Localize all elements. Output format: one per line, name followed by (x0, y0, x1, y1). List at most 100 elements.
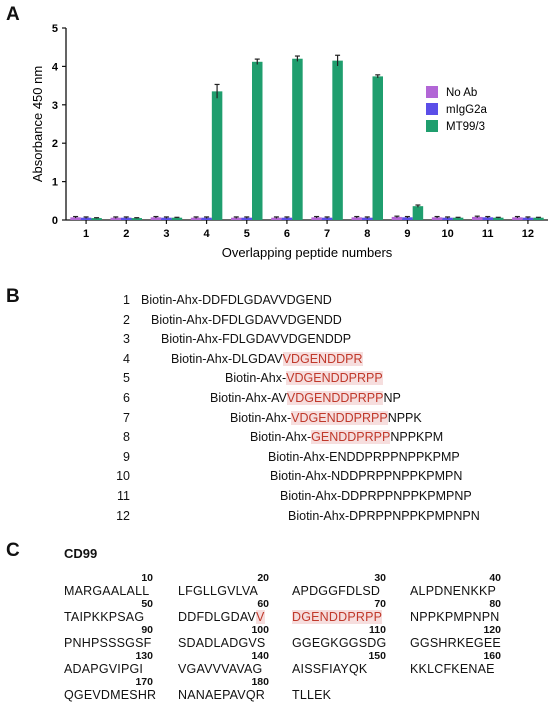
bar-no-ab (190, 217, 202, 220)
peptide-number: 1 (123, 293, 130, 307)
y-tick-label: 4 (52, 61, 59, 73)
bar-mt99-3 (412, 206, 424, 220)
peptide-tail: NPPK (387, 410, 422, 425)
sequence-block: SDADLADGVS (178, 636, 265, 650)
sequence-block: TAIPKKPSAG (64, 610, 144, 624)
legend-swatch-migg2a (426, 103, 438, 115)
peptide-number: 3 (123, 332, 130, 347)
peptide-number: 10 (116, 469, 130, 484)
bar-migg2a (442, 217, 453, 220)
peptide-red: VDGENDDPRPP (286, 371, 383, 386)
x-tick-label: 6 (284, 228, 290, 240)
peptide-black: DLGDAV (232, 351, 283, 366)
peptide-sequence: Biotin-Ahx-GENDDPRPPNPPKPM (250, 430, 443, 445)
sequence-block: ADAPGVIPGI (64, 662, 143, 676)
peptide-black: NDDPRPPNPPKPMPN (331, 469, 463, 484)
peptide-sequence: Biotin-Ahx-DPRPPNPPKPMPNPN (288, 509, 480, 523)
sequence-black: DDFDLGDAV (178, 610, 256, 624)
bar-migg2a (121, 217, 132, 220)
peptide-prefix: Biotin-Ahx- (280, 489, 342, 503)
bar-no-ab (70, 217, 81, 220)
bar-mt99-3 (372, 76, 383, 220)
residue-number: 160 (483, 650, 501, 662)
peptide-sequence: Biotin-Ahx-DLGDAVVDGENDDPR (171, 351, 363, 366)
sequence-block: APDGGFDLSD (292, 584, 380, 598)
sequence-black: PNHPSSSGSF (64, 636, 152, 650)
peptide-sequence: Biotin-Ahx-DFDLGDAVVDGENDD (151, 313, 342, 327)
y-axis-label: Absorbance 450 nm (30, 66, 45, 182)
peptide-row: 12 Biotin-Ahx-DPRPPNPPKPMPNPN (0, 509, 550, 529)
peptide-number: 12 (116, 508, 130, 523)
x-tick-label: 10 (441, 228, 453, 240)
peptide-black: DDPRPPNPPKPMPNP (341, 489, 472, 503)
sequence-black: ADAPGVIPGI (64, 662, 144, 676)
peptide-prefix: Biotin-Ahx- (288, 508, 350, 523)
bar-migg2a (402, 217, 413, 220)
sequence-epitope: V (255, 610, 265, 624)
sequence-block: VGAVVVAVAG (178, 662, 262, 676)
bar-no-ab (150, 217, 162, 220)
sequence-block: QGEVDMESHR (64, 688, 156, 702)
peptide-row: 9 Biotin-Ahx-ENDDPRPPNPPKPMP (0, 450, 550, 470)
peptide-tail: NP (383, 391, 401, 405)
sequence-block: TLLEK (292, 688, 331, 702)
sequence-black: KKLCFKENAE (410, 662, 495, 676)
bar-mt99-3 (292, 58, 303, 220)
peptide-row: 7 Biotin-Ahx-VDGENDDPRPPNPPK (0, 410, 550, 431)
bar-migg2a (321, 217, 333, 220)
residue-number: 60 (257, 598, 269, 610)
residue-number: 20 (257, 572, 269, 584)
peptide-sequence: Biotin-Ahx-NDDPRPPNPPKPMPN (270, 469, 462, 483)
residue-number: 50 (141, 598, 153, 610)
bar-migg2a (522, 217, 534, 220)
bar-no-ab (351, 217, 362, 220)
bar-migg2a (201, 217, 212, 220)
sequence-block: NPPKPMPNPN (410, 610, 500, 624)
peptide-prefix: Biotin-Ahx- (171, 351, 233, 366)
peptide-row: 8 Biotin-Ahx-GENDDPRPPNPPKPM (0, 430, 550, 450)
peptide-sequence: Biotin-Ahx-FDLGDAVVDGENDDP (161, 332, 351, 346)
sequence-block: DGENDDPRPP (292, 610, 383, 624)
legend-swatch-mt99-3 (426, 120, 438, 132)
y-tick-label: 5 (52, 23, 58, 35)
x-tick-label: 4 (204, 228, 211, 240)
peptide-sequence: Biotin-Ahx-VDGENDDPRPPNPPK (230, 410, 422, 425)
peptide-black: DDFDLGDAVVDGEND (202, 293, 332, 307)
sequence-block: GGSHRKEGEE (410, 636, 501, 650)
x-tick-label: 5 (244, 228, 250, 240)
bar-mt99-3 (493, 217, 504, 220)
sequence-block: PNHPSSSGSF (64, 636, 151, 650)
peptide-number: 11 (117, 489, 130, 503)
residue-number: 90 (141, 624, 153, 636)
sequence-black: LFGLLGVLVA (178, 584, 259, 598)
sequence-black: NPPKPMPNPN (410, 610, 500, 624)
sequence-block: DDFDLGDAVV (178, 610, 265, 624)
peptide-black: DPRPPNPPKPMPNPN (349, 508, 480, 523)
sequence-black: NANAEPAVQR (178, 688, 265, 702)
peptide-sequence: Biotin-Ahx-AVVDGENDDPRPPNP (210, 391, 401, 405)
peptide-row: 11 Biotin-Ahx-DDPRPPNPPKPMPNP (0, 489, 550, 509)
sequence-block: LFGLLGVLVA (178, 584, 258, 598)
x-tick-label: 9 (404, 228, 410, 240)
bar-no-ab (512, 217, 523, 220)
peptide-row: 5 Biotin-Ahx-VDGENDDPRPP (0, 371, 550, 391)
sequence-block: KKLCFKENAE (410, 662, 495, 676)
bar-no-ab (431, 217, 443, 220)
sequence-black: VGAVVVAVAG (178, 662, 263, 676)
legend-entry-no-ab: No Ab (446, 87, 477, 99)
bar-mt99-3 (91, 218, 102, 220)
sequence-black: TLLEK (292, 688, 332, 702)
bar-no-ab (391, 216, 403, 220)
sequence-black: MARGAALALL (64, 584, 150, 598)
peptide-prefix: Biotin-Ahx- (270, 469, 332, 484)
sequence-epitope: DGENDDPRPP (292, 610, 383, 624)
legend-swatch-no-ab (426, 86, 438, 98)
bar-no-ab (110, 217, 121, 220)
bar-migg2a (161, 217, 172, 220)
residue-number: 100 (251, 624, 269, 636)
x-tick-label: 2 (123, 228, 129, 240)
bar-no-ab (231, 217, 242, 220)
peptide-black: DFDLGDAVVDGENDD (212, 312, 342, 327)
peptide-red: GENDDPRPP (311, 430, 391, 445)
